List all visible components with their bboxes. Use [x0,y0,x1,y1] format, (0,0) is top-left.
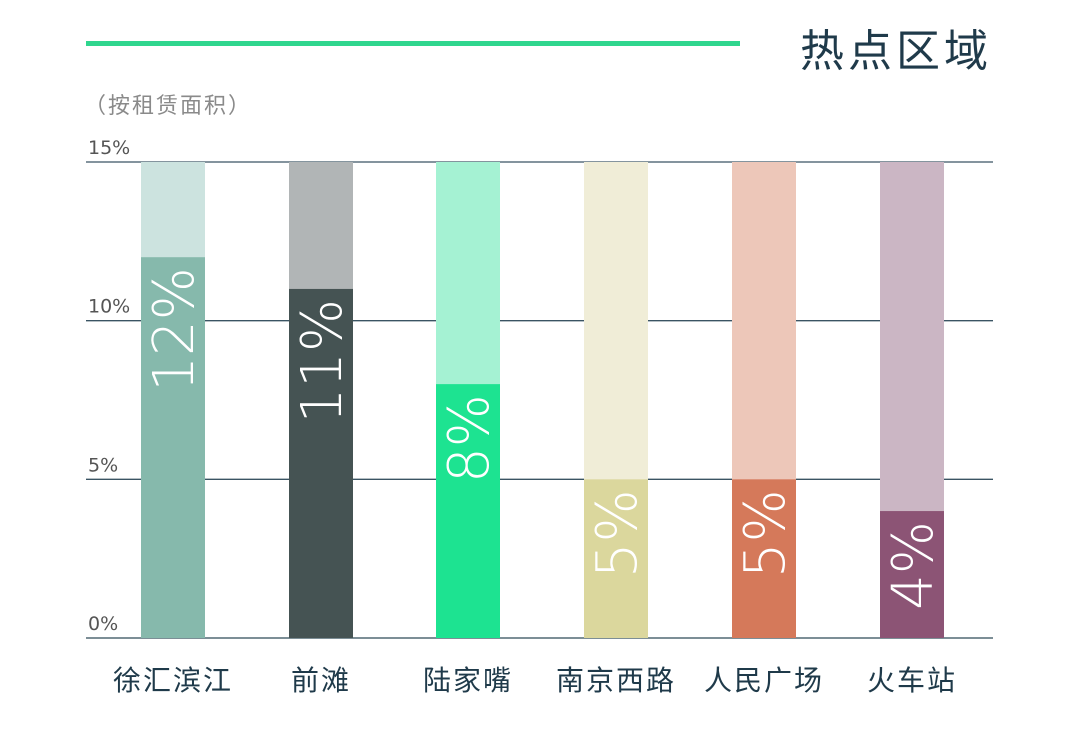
y-tick-label: 10% [88,296,130,318]
bar [436,384,500,638]
x-category-label: 南京西路 [556,664,676,697]
x-category-label: 徐汇滨江 [113,664,233,697]
x-category-label: 火车站 [867,664,957,697]
x-category-label: 陆家嘴 [423,664,513,697]
x-category-label: 前滩 [291,664,351,697]
bar [732,479,796,638]
chart-subtitle: （按租赁面积） [84,94,253,119]
x-category-label: 人民广场 [704,664,824,697]
value-label: 4% [881,521,946,610]
value-label: 8% [437,394,502,483]
bar [141,257,205,638]
title-accent-line [86,41,740,46]
bar [584,479,648,638]
value-label: 11% [290,299,355,423]
bar [880,511,944,638]
value-label: 5% [585,489,650,578]
y-tick-label: 15% [88,137,130,159]
chart-title: 热点区域 [800,26,992,77]
y-tick-label: 0% [88,613,118,635]
y-tick-label: 5% [88,454,118,476]
value-label: 5% [733,489,798,578]
bar [289,288,353,638]
value-label: 12% [142,267,207,391]
